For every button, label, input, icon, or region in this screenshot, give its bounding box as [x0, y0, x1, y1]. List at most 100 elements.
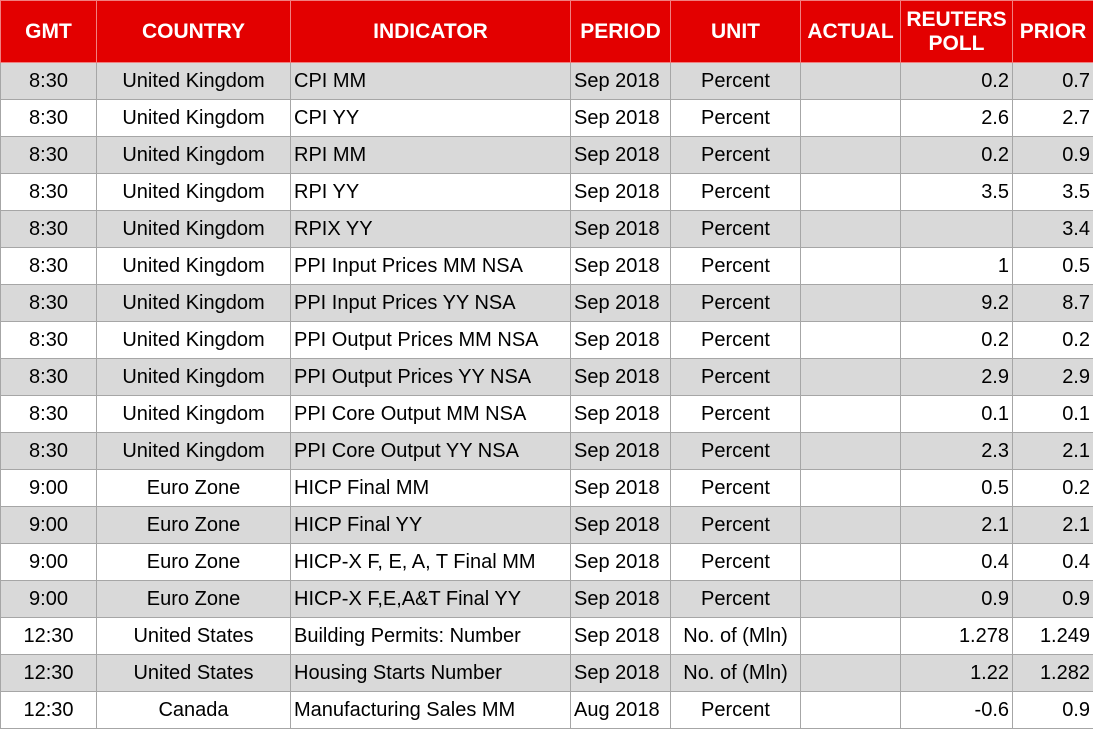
gmt-cell: 8:30	[1, 63, 97, 100]
country-cell: United Kingdom	[97, 285, 291, 322]
period-cell: Sep 2018	[571, 433, 671, 470]
indicator-cell: Housing Starts Number	[291, 655, 571, 692]
unit-cell: Percent	[671, 174, 801, 211]
country-cell: United Kingdom	[97, 63, 291, 100]
period-cell: Sep 2018	[571, 137, 671, 174]
gmt-cell: 8:30	[1, 396, 97, 433]
indicator-cell: CPI MM	[291, 63, 571, 100]
indicator-cell: HICP Final YY	[291, 507, 571, 544]
prior-cell: 2.7	[1013, 100, 1093, 137]
header-cell: ACTUAL	[801, 1, 901, 63]
actual-cell	[801, 359, 901, 396]
reuters-poll-cell: -0.6	[901, 692, 1013, 729]
country-cell: United Kingdom	[97, 211, 291, 248]
country-cell: Euro Zone	[97, 470, 291, 507]
actual-cell	[801, 470, 901, 507]
reuters-poll-cell: 0.2	[901, 322, 1013, 359]
prior-cell: 0.4	[1013, 544, 1093, 581]
unit-cell: Percent	[671, 581, 801, 618]
header-cell: GMT	[1, 1, 97, 63]
period-cell: Sep 2018	[571, 248, 671, 285]
prior-cell: 1.282	[1013, 655, 1093, 692]
prior-cell: 0.9	[1013, 137, 1093, 174]
period-cell: Sep 2018	[571, 581, 671, 618]
period-cell: Sep 2018	[571, 507, 671, 544]
unit-cell: Percent	[671, 211, 801, 248]
unit-cell: Percent	[671, 285, 801, 322]
period-cell: Aug 2018	[571, 692, 671, 729]
period-cell: Sep 2018	[571, 396, 671, 433]
prior-cell: 0.9	[1013, 692, 1093, 729]
country-cell: Euro Zone	[97, 544, 291, 581]
reuters-poll-cell: 2.6	[901, 100, 1013, 137]
gmt-cell: 8:30	[1, 137, 97, 174]
unit-cell: Percent	[671, 692, 801, 729]
unit-cell: Percent	[671, 507, 801, 544]
period-cell: Sep 2018	[571, 63, 671, 100]
country-cell: Canada	[97, 692, 291, 729]
indicator-cell: RPIX YY	[291, 211, 571, 248]
header-cell: COUNTRY	[97, 1, 291, 63]
period-cell: Sep 2018	[571, 655, 671, 692]
prior-cell: 2.1	[1013, 433, 1093, 470]
gmt-cell: 9:00	[1, 581, 97, 618]
period-cell: Sep 2018	[571, 285, 671, 322]
prior-cell: 0.9	[1013, 581, 1093, 618]
actual-cell	[801, 248, 901, 285]
reuters-poll-cell: 2.9	[901, 359, 1013, 396]
prior-cell: 0.2	[1013, 470, 1093, 507]
prior-cell: 0.7	[1013, 63, 1093, 100]
actual-cell	[801, 433, 901, 470]
country-cell: United States	[97, 618, 291, 655]
reuters-poll-cell: 1	[901, 248, 1013, 285]
gmt-cell: 8:30	[1, 100, 97, 137]
period-cell: Sep 2018	[571, 359, 671, 396]
country-cell: United Kingdom	[97, 137, 291, 174]
prior-cell: 0.1	[1013, 396, 1093, 433]
indicator-cell: PPI Input Prices YY NSA	[291, 285, 571, 322]
header-cell: REUTERS POLL	[901, 1, 1013, 63]
header-cell: UNIT	[671, 1, 801, 63]
country-cell: United Kingdom	[97, 396, 291, 433]
country-cell: United Kingdom	[97, 174, 291, 211]
indicator-cell: Building Permits: Number	[291, 618, 571, 655]
unit-cell: Percent	[671, 470, 801, 507]
actual-cell	[801, 618, 901, 655]
unit-cell: Percent	[671, 100, 801, 137]
actual-cell	[801, 211, 901, 248]
country-cell: United Kingdom	[97, 359, 291, 396]
gmt-cell: 12:30	[1, 618, 97, 655]
unit-cell: No. of (Mln)	[671, 655, 801, 692]
period-cell: Sep 2018	[571, 618, 671, 655]
indicator-cell: CPI YY	[291, 100, 571, 137]
country-cell: United Kingdom	[97, 433, 291, 470]
reuters-poll-cell: 0.2	[901, 137, 1013, 174]
reuters-poll-cell: 0.1	[901, 396, 1013, 433]
unit-cell: Percent	[671, 359, 801, 396]
reuters-poll-cell: 0.4	[901, 544, 1013, 581]
indicator-cell: PPI Output Prices YY NSA	[291, 359, 571, 396]
unit-cell: Percent	[671, 63, 801, 100]
indicator-cell: HICP Final MM	[291, 470, 571, 507]
country-cell: United States	[97, 655, 291, 692]
reuters-poll-cell: 2.1	[901, 507, 1013, 544]
gmt-cell: 12:30	[1, 655, 97, 692]
actual-cell	[801, 655, 901, 692]
period-cell: Sep 2018	[571, 100, 671, 137]
period-cell: Sep 2018	[571, 470, 671, 507]
period-cell: Sep 2018	[571, 544, 671, 581]
reuters-poll-cell: 1.22	[901, 655, 1013, 692]
gmt-cell: 8:30	[1, 285, 97, 322]
reuters-poll-cell: 2.3	[901, 433, 1013, 470]
